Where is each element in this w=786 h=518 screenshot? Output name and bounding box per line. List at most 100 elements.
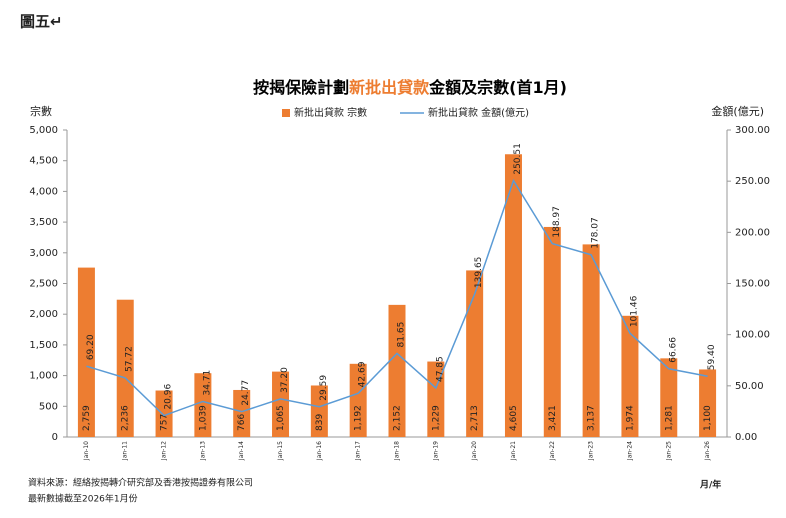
- title-part: 金額及宗數(首1月): [428, 78, 567, 97]
- data-label: 20.96: [164, 384, 174, 410]
- x-tick-label: Jan-14: [238, 441, 245, 461]
- bar-label: 757: [160, 414, 170, 431]
- line-label: 188.97: [552, 206, 562, 238]
- bar-label: 2,759: [82, 405, 92, 431]
- bar: [77, 267, 95, 437]
- bar: [504, 154, 522, 438]
- data-label: 757: [160, 414, 170, 431]
- data-label: 2,236: [121, 405, 131, 431]
- bar: [272, 371, 290, 437]
- y2-axis-label: 金額(億元): [711, 104, 764, 118]
- data-label: 66.66: [668, 337, 678, 363]
- x-tick-label: Jan-23: [588, 441, 595, 461]
- y-tick-label: 1,500: [29, 340, 58, 351]
- bar: [660, 358, 678, 437]
- data-label: 81.65: [397, 322, 407, 348]
- bar: [582, 244, 600, 437]
- y-tick-label: 1,000: [29, 371, 58, 382]
- bar: [427, 361, 445, 437]
- bar: [466, 270, 484, 437]
- data-label: 3,421: [548, 405, 558, 431]
- bar-label: 766: [237, 414, 247, 431]
- x-tick-label: Jan-12: [161, 441, 168, 461]
- data-label: 34.71: [202, 370, 212, 396]
- x-tick: Jan-10: [83, 441, 90, 461]
- data-label: 101.46: [629, 295, 639, 327]
- bar: [349, 363, 367, 437]
- x-tick-label: Jan-25: [665, 441, 672, 461]
- data-label: 178.07: [591, 217, 601, 249]
- bar-label: 3,421: [548, 405, 558, 431]
- bar-label: 2,713: [470, 405, 480, 431]
- line-label: 29.59: [319, 375, 329, 401]
- data-label: 57.72: [125, 346, 135, 372]
- bar: [621, 315, 639, 437]
- x-tick: Jan-15: [277, 441, 284, 461]
- line-label: 81.65: [397, 322, 407, 348]
- chart-title: 按揭保險計劃新批出貸款金額及宗數(首1月): [253, 78, 567, 97]
- source-note: 最新數據截至2026年1月份: [28, 493, 138, 505]
- y-tick-label: 0: [52, 432, 58, 443]
- y-tick-label: 2,000: [29, 309, 58, 320]
- bar-label: 2,236: [121, 405, 131, 431]
- x-tick: Jan-11: [122, 441, 129, 461]
- data-label: 188.97: [552, 206, 562, 238]
- data-label: 29.59: [319, 375, 329, 401]
- line-label: 101.46: [629, 295, 639, 327]
- data-label: 1,281: [664, 405, 674, 431]
- bar: [699, 369, 717, 437]
- data-label: 839: [315, 414, 325, 431]
- bar: [155, 390, 173, 437]
- x-tick-label: Jan-21: [510, 441, 517, 461]
- data-label: 4,605: [509, 405, 519, 431]
- data-label: 1,100: [703, 405, 713, 431]
- bar-label: 1,974: [625, 405, 635, 431]
- x-tick-label: Jan-26: [704, 441, 711, 461]
- figure-label: 圖五↵: [20, 13, 63, 31]
- line-label: 37.20: [280, 367, 290, 393]
- bar-label: 1,100: [703, 405, 713, 431]
- bar-label: 4,605: [509, 405, 519, 431]
- x-tick: Jan-19: [432, 441, 439, 461]
- data-label: 766: [237, 414, 247, 431]
- data-label: 250.51: [513, 143, 523, 175]
- x-tick-label: Jan-22: [549, 441, 556, 461]
- x-tick-label: Jan-18: [394, 441, 401, 461]
- x-tick: Jan-24: [626, 441, 633, 461]
- data-label: 2,759: [82, 405, 92, 431]
- legend-label: 新批出貸款 金額(億元): [428, 106, 529, 119]
- bar: [543, 226, 561, 437]
- data-label: 1,974: [625, 405, 635, 431]
- data-label: 1,039: [198, 405, 208, 431]
- data-label: 3,137: [587, 405, 597, 431]
- title-part: 新批出貸款: [349, 78, 430, 97]
- x-tick: Jan-18: [394, 441, 401, 461]
- data-label: 37.20: [280, 367, 290, 393]
- y-tick-label: 500: [39, 401, 58, 412]
- y-tick-label: 5,000: [29, 125, 58, 136]
- line-label: 66.66: [668, 337, 678, 363]
- data-label: 1,065: [276, 405, 286, 431]
- data-label: 42.69: [358, 361, 368, 387]
- data-label: 69.20: [86, 334, 96, 360]
- x-tick-label: Jan-15: [277, 441, 284, 461]
- bar: [233, 389, 251, 437]
- y2-tick-label: 0.00: [735, 432, 757, 443]
- y2-tick-label: 250.00: [735, 176, 770, 187]
- bar-label: 839: [315, 414, 325, 431]
- x-tick: Jan-25: [665, 441, 672, 461]
- line-label: 178.07: [591, 217, 601, 249]
- legend-label: 新批出貸款 宗數: [294, 106, 367, 119]
- line-label: 59.40: [707, 344, 717, 370]
- x-tick: Jan-20: [471, 441, 478, 461]
- line-label: 24.77: [241, 380, 251, 406]
- line-label: 34.71: [202, 370, 212, 396]
- y-tick-label: 3,000: [29, 248, 58, 259]
- data-label: 24.77: [241, 380, 251, 406]
- x-tick-label: Jan-20: [471, 441, 478, 461]
- y-tick-label: 2,500: [29, 279, 58, 290]
- y-tick-label: 3,500: [29, 217, 58, 228]
- bar-label: 1,192: [354, 405, 364, 431]
- x-axis-label: 月/年: [699, 479, 721, 491]
- bar: [116, 299, 134, 437]
